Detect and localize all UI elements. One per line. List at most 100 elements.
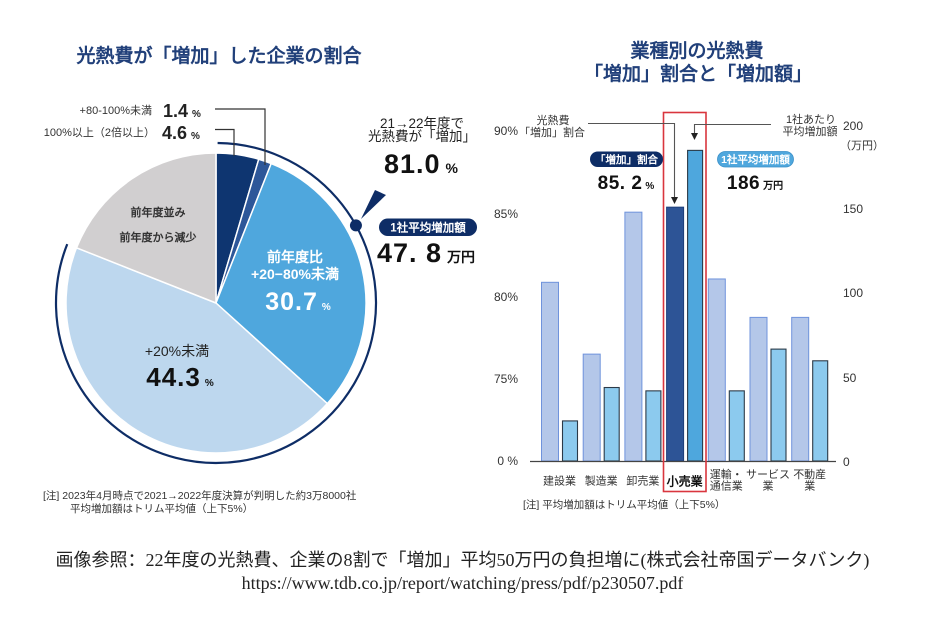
- leader-line-80-100: [215, 108, 266, 165]
- pie-slice-3: [65, 246, 329, 454]
- right-axis-unit: （万円）: [840, 139, 884, 152]
- ratio-bar-5: [749, 316, 768, 462]
- category-label: 業: [763, 480, 774, 493]
- slice-label-under-20: +20%未満: [145, 343, 209, 359]
- avg-increase-unit: 万円: [446, 249, 475, 265]
- highlight-amount-value: 186 万円: [727, 173, 783, 194]
- amount-bar-1: [603, 386, 620, 462]
- slice-value-20-80: 30.7%: [265, 288, 331, 316]
- highlight-ratio-value: 85. 2%: [598, 173, 655, 194]
- category-label: 卸売業: [626, 474, 659, 488]
- callout-subject: 光熱費が「増加」: [368, 129, 476, 144]
- category-label-highlight: 小売業: [667, 474, 704, 489]
- category-label: 通信業: [710, 480, 743, 493]
- increase-share-arc: [54, 141, 378, 465]
- slice-value-80-100-unit: %: [192, 109, 201, 120]
- leader-line-100-plus: [215, 128, 235, 156]
- category-label: 不動産: [793, 467, 826, 481]
- callout-period: 21→22年度で: [380, 116, 464, 131]
- pie-chart: [65, 152, 367, 454]
- pie-title: 光熱費が「増加」した企業の割合: [75, 44, 362, 67]
- category-label: サービス: [746, 468, 790, 481]
- right-series-label-line1: 1社あたり: [786, 112, 836, 126]
- left-tick-label: 90%: [494, 124, 518, 138]
- slice-label-same-line1: 前年度並み: [131, 205, 186, 219]
- highlight-amount-number: 186: [727, 173, 760, 194]
- amount-bar-4: [728, 390, 745, 462]
- slice-value-20-80-unit: %: [322, 302, 331, 313]
- slice-value-under-20-number: 44.3: [146, 362, 201, 392]
- ratio-bar-1: [582, 353, 601, 462]
- slice-label-80-100: +80-100%未満: [80, 104, 152, 117]
- slice-label-100-plus: 100%以上（2倍以上）: [44, 125, 155, 139]
- category-label: 運輸・: [710, 467, 743, 481]
- avg-increase-amount: 47. 8 万円: [377, 238, 475, 268]
- slice-value-100-plus: 4.6%: [162, 123, 200, 143]
- ratio-pointer-line: [588, 122, 676, 198]
- left-series-label-line1: 光熱費: [537, 113, 570, 127]
- slice-label-20-80-line1: 前年度比: [267, 249, 323, 265]
- bar-chart: [541, 149, 829, 462]
- amount-pointer-line: [693, 123, 771, 134]
- left-tick-label: 75%: [494, 372, 518, 386]
- ratio-badge-label: 「増加」割合: [595, 153, 658, 166]
- category-label: 業: [804, 480, 815, 493]
- category-label: 製造業: [585, 474, 618, 488]
- slice-value-20-80-number: 30.7: [265, 288, 318, 316]
- callout-increase-unit: %: [446, 160, 459, 176]
- slice-value-under-20-unit: %: [205, 378, 214, 389]
- highlight-amount-unit: 万円: [762, 180, 783, 192]
- ratio-bar-6: [791, 316, 810, 462]
- right-series-label-line2: 平均増加額: [783, 125, 838, 138]
- left-series-label-line2: 「増加」割合: [519, 125, 585, 139]
- pie-slice-4: [75, 152, 217, 305]
- amount-bar-2: [645, 390, 662, 462]
- ratio-bar-2: [624, 211, 643, 462]
- highlight-ratio-number: 85. 2: [598, 173, 643, 194]
- avg-increase-badge: [379, 218, 477, 236]
- arrow-down-icon: [691, 133, 698, 140]
- callout-increase-value: 81.0: [384, 149, 441, 179]
- amount-bar-5: [770, 348, 787, 462]
- slice-label-same-line2: 前年度から減少: [120, 230, 197, 244]
- source-caption: 画像参照：22年度の光熱費、企業の8割で「増加」平均50万円の負担増に(株式会社…: [55, 550, 870, 570]
- amount-bar-0: [561, 420, 579, 462]
- amount-bar-6: [812, 360, 829, 462]
- right-tick-label: 150: [843, 202, 863, 216]
- amount-badge: [717, 151, 794, 168]
- source-url[interactable]: https://www.tdb.co.jp/report/watching/pr…: [241, 573, 684, 593]
- right-tick-label: 200: [843, 119, 863, 133]
- callout-dot-marker: [349, 219, 362, 232]
- slice-value-under-20: 44.3%: [146, 362, 214, 392]
- bar-title-line1: 業種別の光熱費: [629, 39, 763, 62]
- slice-value-80-100-number: 1.4: [163, 101, 188, 121]
- ratio-bar-4: [707, 278, 726, 462]
- left-tick-label: 0 %: [497, 454, 518, 468]
- pie-note-line1: [注] 2023年4月時点で2021→2022年度決算が判明した約3万8000社: [43, 489, 357, 502]
- ratio-bar-3: [666, 206, 685, 462]
- slice-label-20-80-line2: +20−80%未満: [251, 266, 339, 282]
- callout-increase-share: 81.0%: [384, 149, 459, 179]
- slice-value-100-plus-number: 4.6: [162, 123, 187, 143]
- category-label: 建設業: [543, 474, 576, 488]
- amount-bar-3: [687, 149, 704, 462]
- highlight-ratio-unit: %: [645, 181, 654, 192]
- left-tick-label: 85%: [494, 207, 518, 221]
- avg-increase-badge-label: 1社平均増加額: [390, 221, 466, 235]
- right-tick-label: 50: [843, 371, 857, 385]
- bar-note: [注] 平均増加額はトリム平均値（上下5%）: [523, 498, 725, 511]
- callout-pointer-icon: [361, 190, 386, 219]
- highlight-frame-retail: [662, 111, 707, 493]
- left-tick-label: 80%: [494, 290, 518, 304]
- pie-note-line2: 平均増加額はトリム平均値（上下5%）: [70, 502, 253, 515]
- bar-title-line2: 「増加」割合と「増加額」: [584, 62, 812, 85]
- amount-badge-label: 1社平均増加額: [721, 153, 790, 166]
- right-tick-label: 0: [843, 455, 850, 469]
- right-tick-label: 100: [843, 286, 863, 300]
- pie-slice-2: [215, 162, 367, 405]
- avg-increase-value: 47. 8: [377, 238, 442, 268]
- slice-value-100-plus-unit: %: [191, 131, 200, 142]
- slice-value-80-100: 1.4%: [163, 101, 201, 121]
- ratio-badge: [590, 151, 663, 167]
